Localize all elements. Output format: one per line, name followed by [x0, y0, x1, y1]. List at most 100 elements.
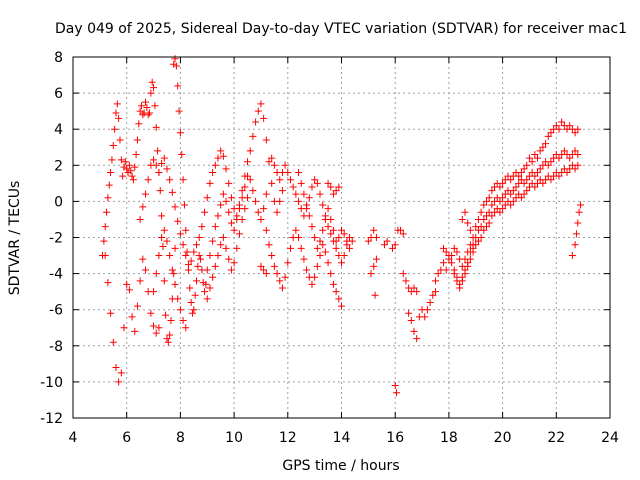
data-point	[364, 237, 372, 245]
data-point	[238, 215, 246, 223]
data-point	[176, 306, 184, 314]
data-point	[166, 252, 174, 260]
data-point	[536, 147, 544, 155]
data-point	[179, 176, 187, 184]
data-point	[286, 244, 294, 252]
data-point	[144, 111, 152, 119]
axis-ticks	[72, 56, 611, 419]
data-point	[563, 169, 571, 177]
data-point	[327, 230, 335, 238]
data-point	[158, 212, 166, 220]
data-point	[480, 201, 488, 209]
data-point	[260, 205, 268, 213]
data-point	[132, 150, 140, 158]
data-point	[188, 309, 196, 317]
data-point	[273, 208, 281, 216]
data-point	[235, 230, 243, 238]
data-point	[160, 154, 168, 162]
data-point	[281, 273, 289, 281]
data-point	[120, 324, 128, 332]
data-point	[260, 114, 268, 122]
data-point	[107, 309, 115, 317]
data-point	[108, 156, 116, 164]
data-point	[166, 176, 174, 184]
data-point	[450, 244, 458, 252]
data-point	[393, 389, 401, 397]
data-point	[109, 338, 117, 346]
data-point	[523, 187, 531, 195]
data-point	[225, 179, 233, 187]
data-point	[128, 172, 136, 180]
data-point	[520, 190, 528, 198]
data-point	[241, 183, 249, 191]
data-point	[119, 172, 127, 180]
data-point	[520, 179, 528, 187]
data-point	[109, 141, 117, 149]
data-point	[466, 255, 474, 263]
data-point	[156, 187, 164, 195]
data-point	[225, 255, 233, 263]
data-point	[191, 291, 199, 299]
data-point	[190, 306, 198, 314]
data-point	[448, 259, 456, 267]
data-point	[155, 252, 163, 260]
data-point	[426, 298, 434, 306]
data-point	[335, 183, 343, 191]
data-point	[523, 161, 531, 169]
data-point	[469, 244, 477, 252]
data-point	[477, 234, 485, 241]
x-tick-label: 18	[440, 430, 458, 446]
data-point	[254, 107, 262, 115]
data-point	[152, 161, 160, 169]
data-point	[252, 118, 260, 126]
data-point	[171, 244, 179, 252]
data-point	[193, 241, 201, 249]
data-point	[104, 194, 112, 202]
data-point	[464, 219, 472, 227]
y-tick-label: -4	[49, 267, 63, 283]
data-points	[99, 55, 584, 397]
data-point	[566, 154, 574, 162]
data-point	[499, 179, 507, 187]
data-point	[155, 324, 163, 332]
y-tick-label: 4	[54, 122, 63, 138]
data-point	[461, 208, 469, 216]
data-point	[329, 280, 337, 288]
data-point	[571, 165, 579, 173]
data-point	[343, 237, 351, 245]
data-point	[496, 208, 504, 216]
data-point	[148, 78, 156, 86]
data-point	[217, 201, 225, 209]
data-point	[397, 226, 405, 234]
data-point	[308, 280, 316, 288]
data-point	[139, 203, 147, 211]
data-point	[574, 219, 582, 227]
data-point	[338, 302, 345, 310]
data-point	[458, 215, 466, 223]
data-point	[244, 172, 252, 180]
data-point	[555, 125, 563, 133]
data-point	[372, 234, 380, 241]
data-point	[219, 190, 227, 198]
data-point	[335, 234, 343, 241]
y-tick-label: 2	[54, 158, 63, 174]
data-point	[160, 226, 168, 234]
data-point	[482, 197, 490, 205]
data-point	[576, 201, 584, 209]
data-point	[442, 248, 450, 256]
data-point	[183, 248, 191, 256]
data-point	[244, 194, 252, 202]
data-point	[262, 136, 270, 144]
data-point	[485, 194, 493, 202]
data-point	[423, 306, 431, 314]
data-point	[534, 154, 542, 162]
data-point	[133, 302, 141, 310]
data-point	[141, 190, 149, 198]
data-point	[187, 257, 195, 265]
data-point	[163, 335, 171, 343]
data-point	[209, 237, 217, 245]
data-point	[147, 309, 155, 317]
y-axis-label: SDTVAR / TECUs	[7, 181, 23, 296]
data-point	[230, 259, 238, 267]
data-point	[431, 288, 439, 296]
